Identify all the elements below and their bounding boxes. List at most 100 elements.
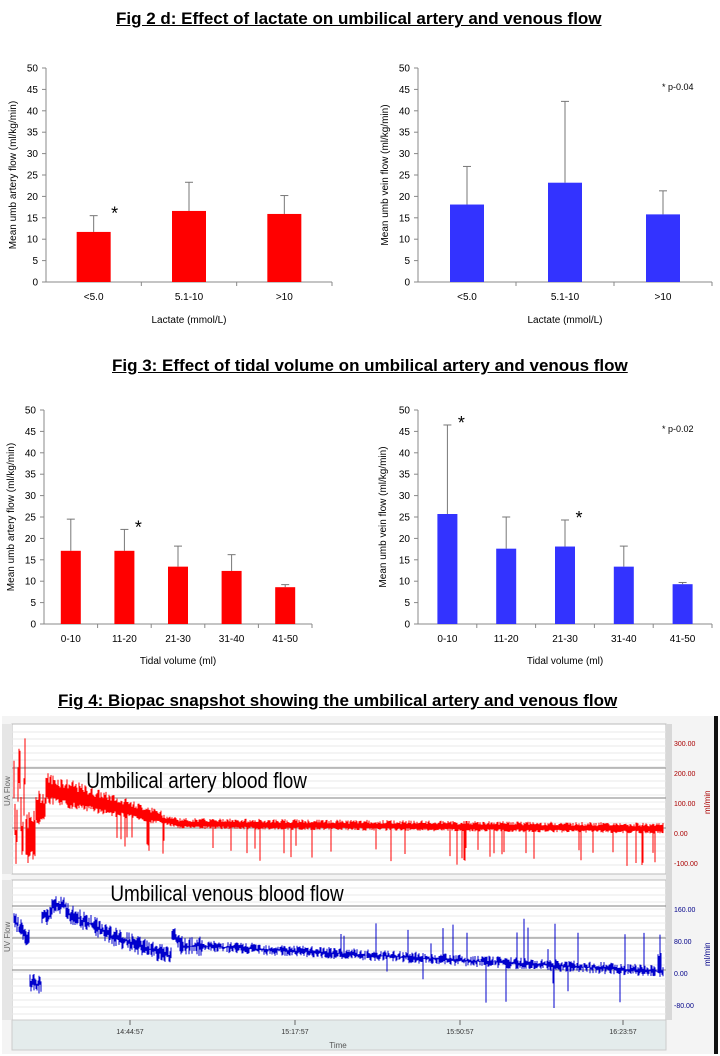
vein-channel-strip	[2, 880, 12, 1020]
bar	[60, 550, 81, 624]
fig4-title: Fig 4: Biopac snapshot showing the umbil…	[58, 691, 618, 710]
scrollbar[interactable]	[666, 724, 672, 1020]
y-tick-label: 50	[25, 406, 37, 417]
bar	[672, 584, 693, 624]
y-tick-label: 10	[25, 577, 37, 588]
y-tick-label: 30	[399, 149, 411, 160]
bar	[548, 182, 582, 282]
category-label: <5.0	[84, 292, 104, 303]
category-label: 5.1-10	[175, 292, 204, 303]
vein-flow-trace	[13, 896, 664, 1008]
y-tick-label: 15	[399, 213, 411, 224]
category-label: >10	[276, 292, 293, 303]
time-axis	[11, 1019, 667, 1051]
bar	[172, 210, 206, 282]
category-label: 41-50	[272, 634, 298, 645]
y-tick-label: 35	[27, 128, 39, 139]
bar	[168, 566, 188, 624]
vein-scale-label: 160.00	[674, 907, 696, 914]
y-tick-label: 45	[399, 85, 411, 96]
y-tick-label: 35	[25, 470, 37, 481]
y-tick-label: 50	[27, 64, 39, 75]
artery-channel-strip	[2, 724, 12, 874]
y-tick-label: 20	[25, 534, 37, 545]
time-tick-label: 15:17:57	[281, 1029, 308, 1036]
vein-scale-label: -80.00	[674, 1003, 694, 1010]
vein-trace-label: Umbilical venous blood flow	[110, 882, 343, 907]
category-label: 0-10	[437, 634, 457, 645]
category-label: 11-20	[494, 634, 519, 645]
y-tick-label: 45	[399, 427, 411, 438]
bar	[496, 548, 517, 624]
y-tick-label: 35	[399, 470, 411, 481]
bar	[221, 570, 242, 624]
y-tick-label: 30	[25, 491, 37, 502]
significance-mark: *	[575, 508, 582, 528]
bar	[76, 231, 111, 282]
x-axis-title: Lactate (mmol/L)	[527, 315, 602, 326]
y-axis-title: Mean umb vein flow (ml/kg/min)	[378, 446, 389, 587]
y-axis-title: Mean umb artery flow (ml/kg/min)	[6, 443, 17, 591]
y-tick-label: 25	[399, 171, 411, 182]
biopac-snapshot: UA Flow UV Flow Umbilical artery blood f…	[2, 716, 718, 1054]
artery-trace-label: Umbilical artery blood flow	[86, 769, 307, 794]
y-axis-title: Mean umb artery flow (ml/kg/min)	[8, 101, 19, 249]
category-label: 21-30	[552, 634, 578, 645]
significance-mark: *	[111, 204, 118, 224]
y-tick-label: 0	[32, 278, 38, 289]
bar	[613, 566, 634, 624]
y-tick-label: 20	[27, 192, 39, 203]
y-tick-label: 35	[399, 128, 411, 139]
bar	[450, 204, 484, 282]
y-tick-label: 40	[399, 448, 411, 459]
bar	[275, 587, 296, 624]
category-label: 0-10	[61, 634, 81, 645]
time-axis-label: Time	[329, 1041, 347, 1050]
chart-3: 0 5 10 15 20 25 30 35 40 45 50 0-10 11-20 * 21-30 31-40…	[6, 406, 313, 667]
time-ticks: 14:44:57 15:17:57 15:50:57 16:23:57	[116, 1020, 637, 1036]
significance-mark: *	[458, 413, 465, 433]
y-tick-label: 30	[27, 149, 39, 160]
x-axis-title: Tidal volume (ml)	[140, 656, 216, 667]
x-axis-title: Tidal volume (ml)	[527, 656, 603, 667]
chart-1: 0 5 10 15 20 25 30 35 40 45 50 <5.0 * 5.1-10 >10 Lactat…	[8, 64, 333, 326]
y-tick-label: 10	[399, 235, 411, 246]
p-value-annotation: * p-0.04	[662, 82, 694, 92]
y-tick-label: 45	[25, 427, 37, 438]
artery-unit-label: ml/min	[703, 790, 712, 814]
y-tick-label: 5	[404, 598, 410, 609]
y-tick-label: 25	[399, 513, 411, 524]
vein-grid	[12, 887, 666, 1015]
bar	[646, 214, 680, 282]
y-tick-label: 10	[27, 235, 39, 246]
y-tick-label: 5	[404, 256, 410, 267]
y-tick-label: 0	[404, 278, 410, 289]
artery-scale-label: 100.00	[674, 801, 696, 808]
bar	[555, 546, 575, 624]
x-axis-title: Lactate (mmol/L)	[151, 315, 226, 326]
vein-scale-label: 0.00	[674, 971, 688, 978]
artery-scale: 300.00 200.00 100.00 0.00 -100.00	[674, 741, 698, 868]
artery-panel	[11, 723, 667, 875]
chart-4: 0 5 10 15 20 25 30 35 40 45 50 0-10 * 11-20 21-30 * 31-4…	[378, 406, 713, 667]
artery-scale-label: -100.00	[674, 861, 698, 868]
time-tick-label: 14:44:57	[116, 1029, 143, 1036]
y-tick-label: 50	[399, 64, 411, 75]
category-label: >10	[655, 292, 672, 303]
y-tick-label: 45	[27, 85, 39, 96]
y-tick-label: 15	[27, 213, 39, 224]
y-tick-label: 30	[399, 491, 411, 502]
y-tick-label: 25	[27, 171, 39, 182]
significance-mark: *	[135, 517, 142, 537]
y-tick-label: 15	[25, 555, 37, 566]
vein-scale-label: 80.00	[674, 939, 692, 946]
category-label: 31-40	[219, 634, 245, 645]
fig2-title: Fig 2 d: Effect of lactate on umbilical …	[116, 9, 602, 28]
y-tick-label: 20	[399, 534, 411, 545]
bar	[267, 213, 302, 282]
y-tick-label: 0	[30, 620, 36, 631]
y-tick-label: 10	[399, 577, 411, 588]
time-tick-label: 15:50:57	[446, 1029, 473, 1036]
y-tick-label: 50	[399, 406, 411, 417]
